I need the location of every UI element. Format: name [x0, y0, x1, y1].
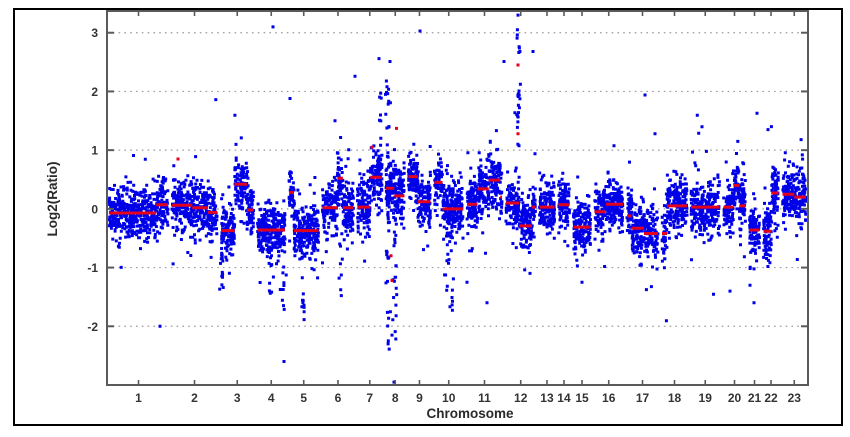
x-axis-label: Chromosome [426, 406, 514, 421]
x-tick-label-chr21: 21 [748, 391, 762, 405]
x-tick-label-chr16: 16 [602, 391, 616, 405]
x-tick-label-chr23: 23 [788, 391, 802, 405]
x-tick-label-chr10: 10 [442, 391, 456, 405]
x-tick-label-chr15: 15 [575, 391, 589, 405]
x-tick-label-chr2: 2 [191, 391, 198, 405]
x-tick-labels: 1 2 3 4 5 6 7 8 9 10 11 12 13 14 15 16 17 18 19 20 21 22 23 [135, 391, 801, 405]
y-tick-label: -2 [87, 320, 98, 334]
x-tick-label-chr13: 13 [540, 391, 554, 405]
y-axis-label: Log2(Ratio) [45, 162, 60, 237]
x-tick-label-chr1: 1 [135, 391, 142, 405]
x-tick-label-chr17: 17 [636, 391, 650, 405]
x-tick-label-chr3: 3 [234, 391, 241, 405]
x-tick-label-chr19: 19 [699, 391, 713, 405]
x-tick-label-chr9: 9 [416, 391, 423, 405]
x-tick-label-chr4: 4 [268, 391, 275, 405]
x-tick-label-chr11: 11 [478, 391, 491, 405]
x-tick-label-chr5: 5 [300, 391, 307, 405]
axis-box [106, 10, 809, 386]
segment-mean-lines [109, 63, 806, 282]
x-tick-label-chr22: 22 [764, 391, 778, 405]
x-tick-label-chr7: 7 [366, 391, 373, 405]
x-tick-label-chr14: 14 [557, 391, 571, 405]
x-tick-label-chr20: 20 [728, 391, 742, 405]
grid-lines [107, 32, 808, 327]
data-points [107, 13, 808, 384]
y-tick-labels: -2 -1 0 1 2 3 [87, 26, 98, 334]
y-tick-label: 2 [91, 85, 98, 99]
y-tick-label: 0 [91, 202, 98, 216]
x-tick-label-chr18: 18 [668, 391, 682, 405]
y-tick-label: 3 [91, 26, 98, 40]
x-tick-label-chr12: 12 [514, 391, 528, 405]
x-tick-label-chr6: 6 [335, 391, 342, 405]
y-tick-label: -1 [87, 261, 98, 275]
x-tick-label-chr8: 8 [392, 391, 399, 405]
y-tick-label: 1 [91, 144, 98, 158]
